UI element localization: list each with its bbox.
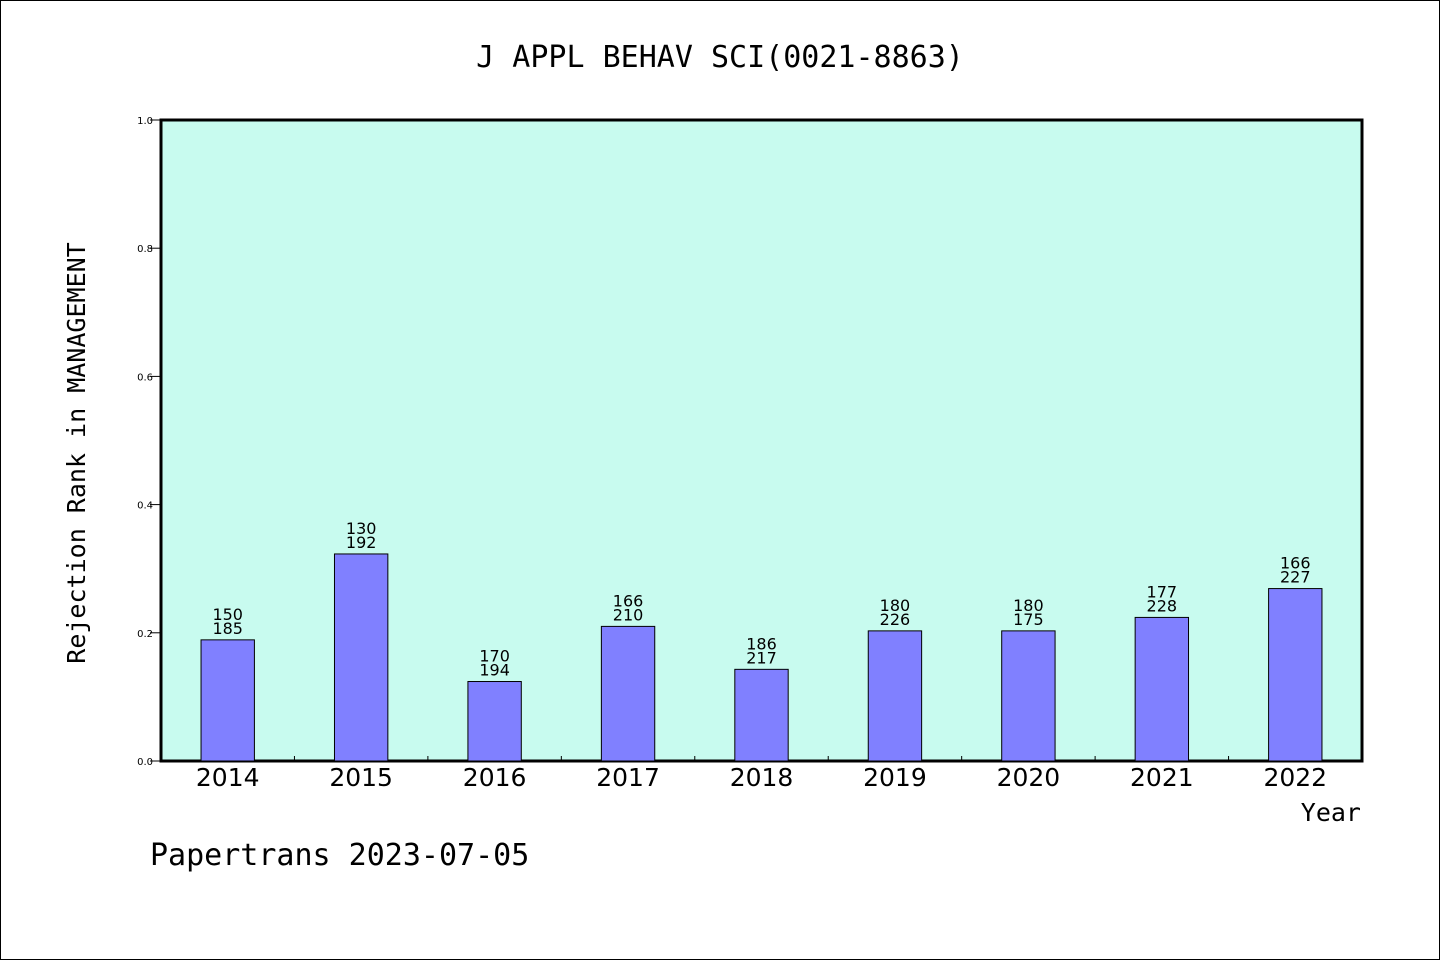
bar-2020: [1001, 630, 1056, 762]
bars-group: [200, 553, 1323, 762]
bar-label-bottom: 185: [212, 619, 243, 638]
bar-label-bottom: 175: [1013, 610, 1044, 629]
y-axis-ticks: 0.0 0.2 0.4 0.6 0.8 1.0: [137, 116, 161, 768]
chart-title: J APPL BEHAV SCI(0021-8863): [476, 40, 964, 75]
x-tick-label: 2014: [196, 763, 260, 792]
bar-label-bottom: 194: [479, 661, 510, 680]
bar-label-top: 180: [880, 596, 911, 615]
bar-label-bottom: 192: [346, 533, 377, 552]
bar-label-top: 150: [212, 605, 243, 624]
bar-label-bottom: 226: [880, 610, 911, 629]
x-tick-label: 2017: [596, 763, 660, 792]
y-tick-label: 0.0: [137, 757, 153, 768]
footer-text: Papertrans 2023-07-05: [150, 838, 529, 873]
x-tick-label: 2015: [329, 763, 393, 792]
x-axis-ticks: 2014 2015 2016 2017 2018 2019 2020 2021 2022: [196, 756, 1327, 792]
x-axis-label: Year: [1301, 798, 1361, 827]
y-tick-label: 0.6: [137, 372, 153, 383]
bar-label-bottom: 210: [613, 605, 644, 624]
bar-label-top: 186: [746, 634, 777, 653]
bar-label-top: 130: [346, 519, 377, 538]
y-tick-label: 0.8: [137, 244, 153, 255]
y-axis-label: Rejection Rank in MANAGEMENT: [62, 242, 91, 663]
bar-2017: [600, 625, 656, 762]
x-tick-label: 2016: [463, 763, 527, 792]
bar-label-bottom: 227: [1280, 568, 1311, 587]
y-tick-label: 1.0: [137, 116, 153, 127]
bar-2014: [200, 639, 255, 762]
bar-2021: [1134, 616, 1190, 762]
bar-labels-group: 1501851301921701941662101862171802261801…: [212, 519, 1310, 680]
bar-2018: [734, 668, 789, 762]
y-tick-label: 0.2: [137, 629, 153, 640]
x-tick-label: 2022: [1263, 763, 1327, 792]
bar-2016: [467, 681, 522, 762]
x-tick-label: 2018: [730, 763, 794, 792]
x-tick-label: 2020: [997, 763, 1061, 792]
bar-label-top: 177: [1147, 582, 1178, 601]
x-tick-label: 2021: [1130, 763, 1194, 792]
bar-2022: [1268, 588, 1323, 762]
bar-label-bottom: 217: [746, 648, 777, 667]
bar-2019: [867, 630, 923, 762]
bar-2015: [333, 553, 389, 762]
bar-label-top: 166: [1280, 554, 1311, 573]
x-tick-label: 2019: [863, 763, 927, 792]
y-tick-label: 0.4: [137, 501, 153, 512]
bar-label-top: 180: [1013, 596, 1044, 615]
bar-label-top: 170: [479, 647, 510, 666]
bar-label-top: 166: [613, 591, 644, 610]
bar-label-bottom: 228: [1147, 596, 1178, 615]
